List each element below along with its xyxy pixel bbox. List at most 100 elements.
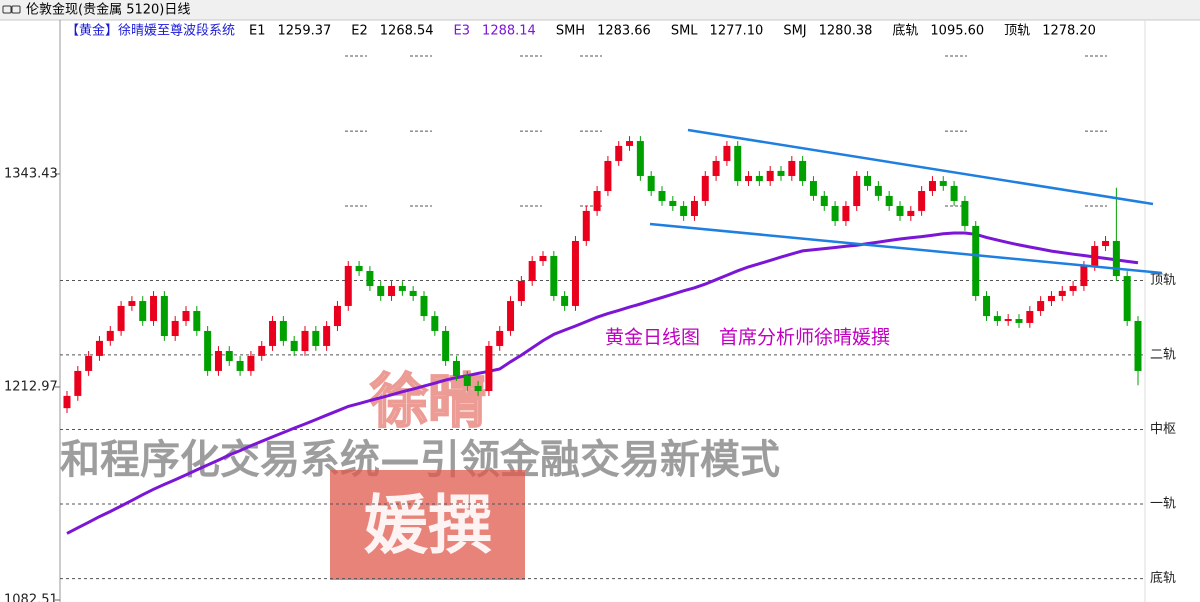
candle-body: [1123, 276, 1131, 321]
moving-average: [66, 231, 1139, 535]
seal-bottom: 媛撰: [364, 490, 492, 564]
candle-body: [193, 311, 201, 331]
trend-line: [649, 222, 1163, 275]
candle-body: [571, 240, 579, 306]
candle-body: [106, 330, 114, 341]
candle-body: [290, 340, 298, 352]
candle-body: [550, 255, 558, 296]
candle-body: [636, 141, 644, 176]
candle-body: [517, 280, 525, 302]
candle-body: [766, 170, 774, 182]
readout-name: E2: [351, 24, 368, 39]
level-label: 一轨: [1150, 497, 1176, 512]
candle-body: [269, 320, 277, 346]
candle-body: [333, 305, 341, 327]
readout-name: E1: [249, 24, 266, 39]
candle-body: [85, 355, 93, 371]
candle-body: [1069, 286, 1077, 291]
candle-body: [950, 185, 958, 201]
candle-body: [301, 330, 309, 352]
candle-body: [160, 295, 168, 336]
candle-body: [723, 145, 731, 161]
candle-body: [820, 195, 828, 207]
readout-name: 底轨: [892, 23, 918, 39]
candle-body: [1058, 290, 1066, 296]
level-label: 中枢: [1150, 422, 1176, 437]
seal: 徐晴 媛撰: [330, 366, 525, 580]
candle-body: [236, 360, 244, 371]
candle-body: [63, 395, 71, 409]
candle-body: [961, 200, 969, 226]
candle-body: [918, 190, 926, 211]
candle-body: [366, 271, 374, 287]
candle-body: [496, 330, 504, 346]
candle-body: [831, 206, 839, 222]
readout-name: SMH: [556, 24, 585, 39]
readout-value: 1277.10: [710, 24, 764, 39]
candle-body: [896, 206, 904, 216]
title-bar: [0, 0, 1200, 20]
candle-body: [139, 301, 147, 321]
y-tick-label: 1082.51: [4, 593, 58, 602]
candle-body: [885, 195, 893, 207]
readout-name: 顶轨: [1004, 24, 1030, 39]
candle-body: [409, 290, 417, 296]
candle-body: [355, 265, 363, 272]
candle-body: [463, 375, 471, 386]
candle-body: [993, 316, 1001, 321]
candle-body: [680, 206, 688, 216]
candle-body: [1134, 320, 1142, 371]
candle-body: [809, 181, 817, 196]
candle-body: [182, 311, 190, 321]
candle-body: [983, 295, 991, 317]
readout-value: 1268.54: [380, 24, 434, 39]
candle-body: [745, 175, 753, 182]
candle-body: [561, 295, 569, 306]
candle-body: [247, 355, 255, 371]
candle-body: [117, 305, 125, 331]
candle-body: [777, 170, 785, 176]
candle-body: [658, 190, 666, 201]
candle-body: [626, 141, 634, 146]
candle-body: [377, 286, 385, 296]
candle-body: [1004, 319, 1012, 321]
candle-body: [1047, 295, 1055, 302]
candle-body: [734, 145, 742, 182]
readout-value: 1259.37: [278, 24, 332, 39]
annotation: 黄金日线图 首席分析师徐晴媛撰: [605, 327, 890, 349]
candle-body: [171, 320, 179, 336]
candle-body: [485, 345, 493, 392]
readout-name: SMJ: [783, 24, 806, 39]
candle-body: [939, 181, 947, 186]
candle-body: [128, 301, 136, 306]
candle-body: [528, 261, 536, 281]
candle-body: [582, 210, 590, 241]
candle-body: [701, 175, 709, 201]
candle-body: [539, 255, 547, 262]
candle-body: [755, 175, 763, 182]
candle-body: [1015, 319, 1023, 323]
candle-body: [150, 295, 158, 321]
candle-body: [1112, 240, 1120, 277]
candle-body: [420, 295, 428, 317]
candle-body: [604, 160, 612, 191]
window-icon: [2, 5, 21, 14]
y-tick-label: 1212.97: [4, 379, 58, 394]
candle-body: [972, 225, 980, 296]
candle-body: [323, 326, 331, 346]
candle-body: [647, 175, 655, 191]
candle-body: [615, 145, 623, 161]
candle-body: [788, 160, 796, 176]
candle-body: [928, 181, 936, 191]
readout-name: SML: [671, 24, 698, 39]
level-label: 底轨: [1150, 570, 1176, 586]
level-label: 二轨: [1150, 347, 1176, 362]
window-title: 伦敦金现(贵金属 5120)日线: [26, 2, 190, 18]
header: 【黄金】徐晴媛至尊波段系统 E1 1259.37 E2 1268.54 E3 1288.1…: [66, 23, 1096, 39]
candle-body: [431, 316, 439, 331]
candle-body: [204, 330, 212, 371]
candle-body: [907, 210, 915, 216]
